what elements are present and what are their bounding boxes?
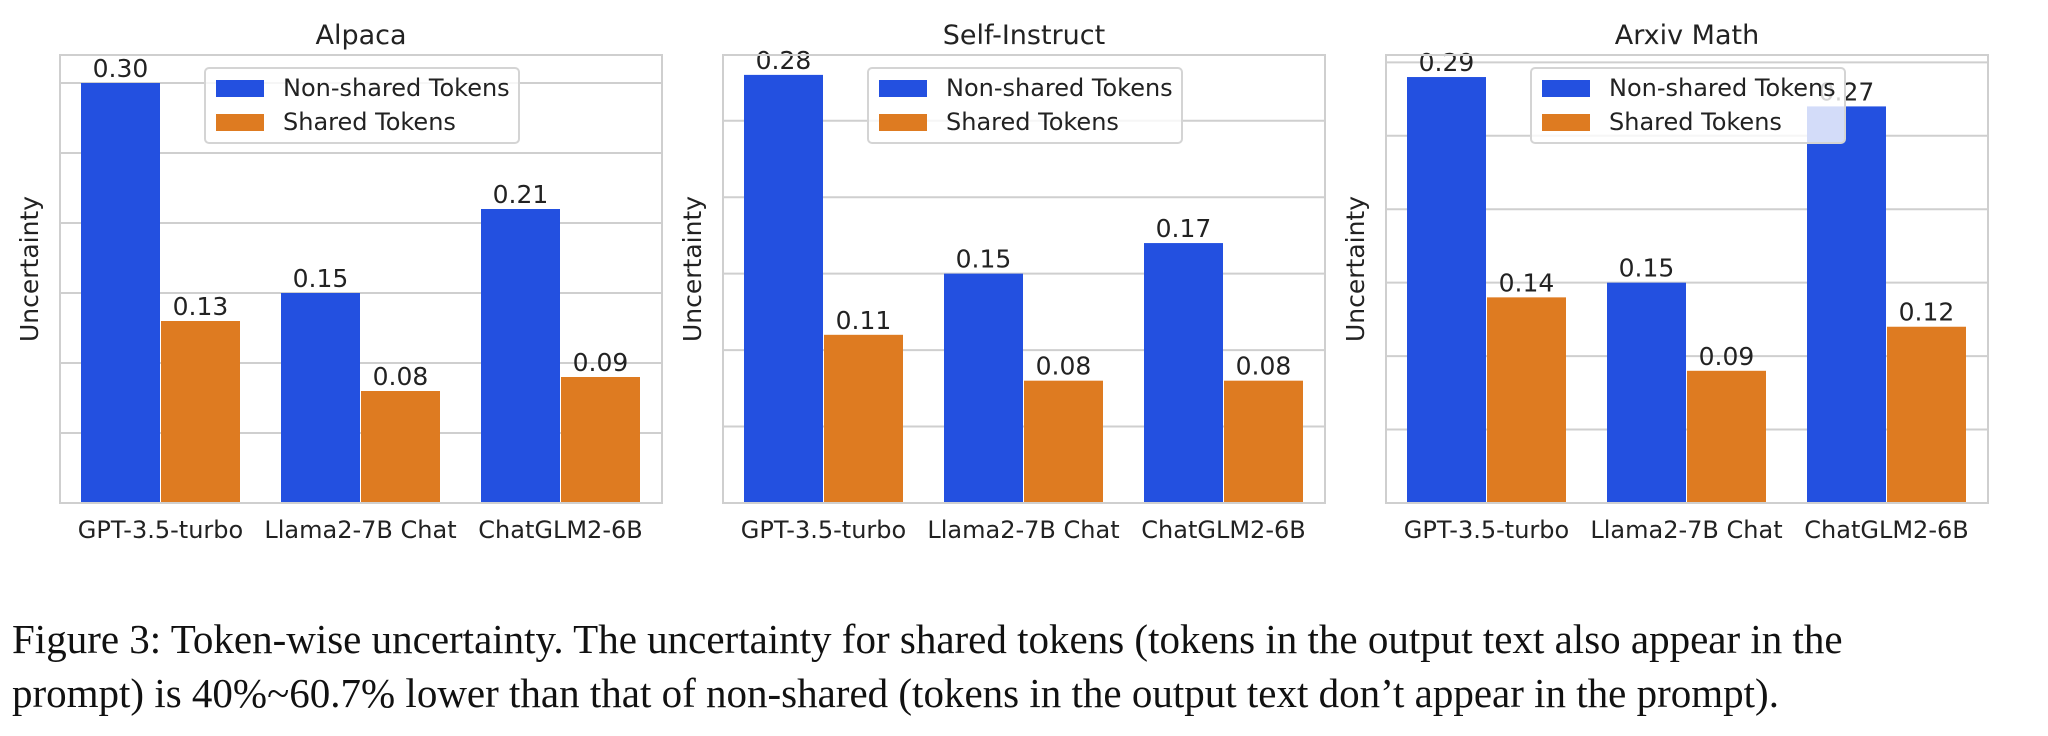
value-label: 0.15 xyxy=(1619,254,1675,283)
x-tick-label: Llama2-7B Chat xyxy=(927,516,1119,544)
value-label: 0.08 xyxy=(373,362,429,391)
plot-frame xyxy=(1385,54,1989,504)
bar-shared-2 xyxy=(1687,370,1766,503)
bar-non-shared-2 xyxy=(281,293,360,503)
x-tick-label: ChatGLM2-6B xyxy=(1804,516,1968,544)
bar-shared-3 xyxy=(1224,380,1303,503)
caption-line-2: prompt) is 40%~60.7% lower than that of … xyxy=(12,670,1779,716)
value-label: 0.29 xyxy=(1419,48,1475,77)
value-label: 0.15 xyxy=(956,245,1012,274)
value-label: 0.28 xyxy=(756,46,812,75)
chart-title: Self-Instruct xyxy=(943,20,1105,51)
bar-shared-2 xyxy=(1024,380,1103,503)
value-label: 0.09 xyxy=(573,348,629,377)
bar-shared-1 xyxy=(824,334,903,503)
legend-swatch-non-shared xyxy=(216,80,264,97)
legend-box xyxy=(204,67,520,144)
value-label: 0.09 xyxy=(1699,342,1755,371)
x-tick-label: GPT-3.5-turbo xyxy=(741,516,906,544)
value-label: 0.08 xyxy=(1036,352,1092,381)
legend-label-shared: Shared Tokens xyxy=(1609,108,1782,136)
plot-frame xyxy=(59,54,663,504)
legend-label-shared: Shared Tokens xyxy=(946,108,1119,136)
value-label: 0.08 xyxy=(1236,352,1292,381)
legend-swatch-shared xyxy=(1542,114,1590,131)
legend-swatch-shared xyxy=(879,114,927,131)
legend-label-non-shared: Non-shared Tokens xyxy=(283,74,510,102)
legend-swatch-non-shared xyxy=(1542,80,1590,97)
bar-non-shared-3 xyxy=(481,209,560,503)
bar-non-shared-1 xyxy=(81,83,160,503)
x-tick-label: Llama2-7B Chat xyxy=(1590,516,1782,544)
legend-box xyxy=(1530,67,1846,144)
value-label: 0.15 xyxy=(293,264,349,293)
legend-label-non-shared: Non-shared Tokens xyxy=(946,74,1173,102)
value-label: 0.13 xyxy=(173,292,229,321)
bar-non-shared-3 xyxy=(1144,243,1223,504)
figure-caption: Figure 3: Token-wise uncertainty. The un… xyxy=(12,612,2042,720)
bar-shared-3 xyxy=(561,377,640,503)
plot-frame xyxy=(722,54,1326,504)
y-axis-label: Uncertainty xyxy=(678,196,707,342)
x-tick-label: ChatGLM2-6B xyxy=(478,516,642,544)
value-label: 0.17 xyxy=(1156,214,1212,243)
legend-swatch-shared xyxy=(216,114,264,131)
bar-shared-1 xyxy=(161,321,240,503)
value-label: 0.21 xyxy=(493,180,549,209)
x-tick-label: GPT-3.5-turbo xyxy=(1404,516,1569,544)
caption-line-1: Figure 3: Token-wise uncertainty. The un… xyxy=(12,616,1843,662)
bar-non-shared-1 xyxy=(1407,77,1486,504)
bar-shared-3 xyxy=(1887,326,1966,503)
chart-title: Arxiv Math xyxy=(1615,20,1759,51)
value-label: 0.11 xyxy=(836,306,892,335)
bar-non-shared-3 xyxy=(1807,106,1886,503)
legend-label-non-shared: Non-shared Tokens xyxy=(1609,74,1836,102)
x-tick-label: Llama2-7B Chat xyxy=(264,516,456,544)
bar-non-shared-2 xyxy=(944,273,1023,503)
value-label: 0.30 xyxy=(93,54,149,83)
bar-shared-2 xyxy=(361,391,440,503)
value-label: 0.12 xyxy=(1899,298,1955,327)
legend-box xyxy=(867,67,1183,144)
figure-charts: 0.30 0.13 GPT-3.5-turbo 0.15 0.08 Llama2-7B C… xyxy=(15,20,1989,544)
legend-swatch-non-shared xyxy=(879,80,927,97)
chart-title: Alpaca xyxy=(315,20,406,51)
value-label: 0.14 xyxy=(1499,268,1555,297)
bar-shared-1 xyxy=(1487,297,1566,503)
x-tick-label: ChatGLM2-6B xyxy=(1141,516,1305,544)
y-axis-label: Uncertainty xyxy=(15,196,44,342)
x-tick-label: GPT-3.5-turbo xyxy=(78,516,243,544)
y-axis-label: Uncertainty xyxy=(1341,196,1370,342)
bar-non-shared-2 xyxy=(1607,282,1686,503)
bar-non-shared-1 xyxy=(744,74,823,503)
legend-label-shared: Shared Tokens xyxy=(283,108,456,136)
